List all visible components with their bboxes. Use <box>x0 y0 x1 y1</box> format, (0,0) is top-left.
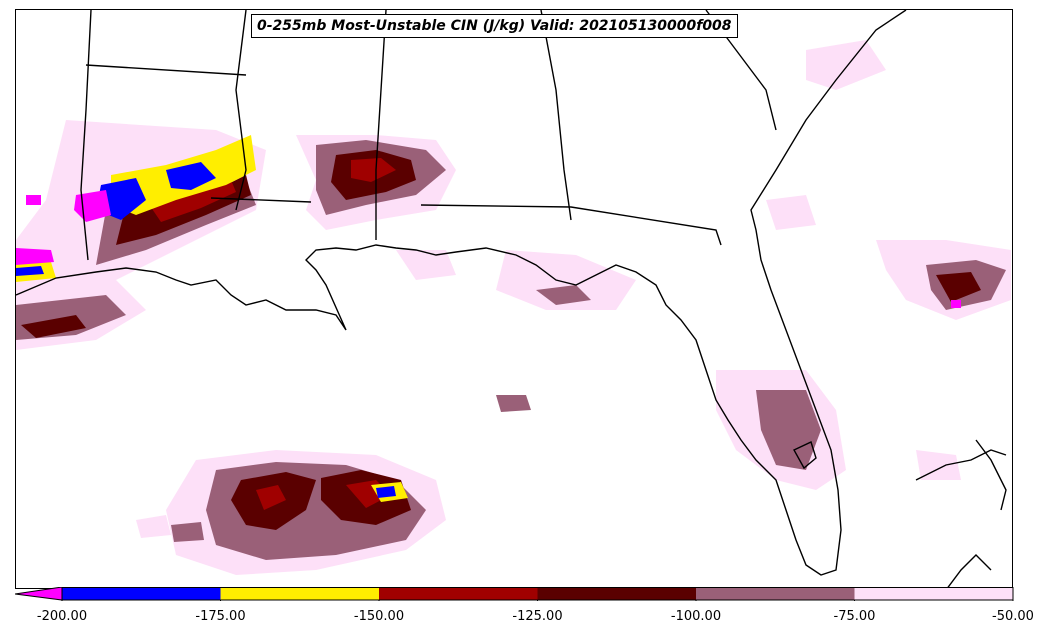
map-panel <box>15 9 1013 589</box>
cin-fill-weak <box>16 40 1011 575</box>
colorbar-tick-label: -150.00 <box>353 609 405 624</box>
colorbar-tick-label: -200.00 <box>36 609 88 624</box>
colorbar-segment <box>220 587 379 600</box>
colorbar-segment <box>854 587 1013 600</box>
colorbar <box>15 587 1014 601</box>
colorbar-tick-label: -75.00 <box>833 609 876 624</box>
map-title: 0-255mb Most-Unstable CIN (J/kg) Valid: … <box>251 14 738 38</box>
colorbar-segment <box>379 587 538 600</box>
colorbar-extend-triangle <box>15 587 63 601</box>
cin-map <box>16 10 1011 588</box>
colorbar-tick-label: -175.00 <box>195 609 246 624</box>
colorbar-tick-label: -100.00 <box>670 609 722 624</box>
coastline <box>16 10 1007 588</box>
colorbar-segment <box>696 587 855 600</box>
colorbar-segment <box>537 587 696 600</box>
colorbar-tick-label: -50.00 <box>992 609 1034 624</box>
colorbar-segment <box>62 587 221 600</box>
colorbar-tick-label: -125.00 <box>512 609 563 624</box>
